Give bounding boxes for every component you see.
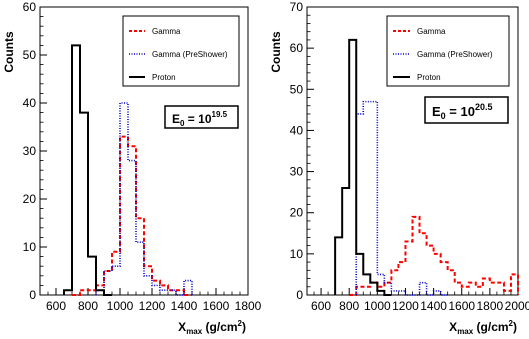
y-tick-label: 10 [23,240,37,254]
y-axis-label: Counts [2,31,16,73]
legend-label-gamma-preshower: Gamma (PreShower) [417,50,493,59]
y-tick-label: 50 [23,48,37,62]
annotation-box [164,105,239,129]
annotation-text: E0 = 1020.5 [432,102,493,121]
legend-label-gamma: Gamma [417,27,446,36]
x-axis-label: Xmax (g/cm2) [449,319,517,336]
histogram-gamma [349,215,519,296]
legend-box [122,15,240,87]
left-histogram-panel: 600 800 1000 1200 1400 1600 18000102030405060 … [2,0,262,336]
y-tick-label: 20 [290,206,304,220]
x-tick-label: 600 [46,299,66,313]
x-tick-label: 1600 [203,299,230,313]
annotation-text: E0 = 1019.5 [172,110,228,128]
legend-label-proton: Proton [417,73,441,82]
y-tick-label: 70 [290,0,304,14]
x-tick-label: 1800 [477,299,504,313]
series-layer [334,38,519,296]
energy-annotation: E0 = 1019.5 [164,105,239,129]
x-axis-label: Xmax (g/cm2) [178,319,246,336]
x-tick-label: 2000 [505,299,529,313]
x-tick-label: 1800 [235,299,262,313]
y-tick-label: 30 [23,144,37,158]
y-axis-label: Counts [269,31,283,73]
histogram-gamma [72,135,192,296]
legend-label-proton: Proton [152,73,176,82]
legend-label-gamma-preshower: Gamma (PreShower) [152,50,228,59]
legend: Gamma Gamma (PreShower) Proton [122,15,240,87]
x-tick-label: 1200 [139,299,166,313]
x-tick-label: 800 [78,299,98,313]
right-histogram-panel: 600 800 1000 1200 1400 1600 1800 2000 0 10 20 30 40 5… [269,0,529,336]
legend-box [386,15,510,87]
y-tick-label: 60 [290,41,304,55]
axes: 600 800 1000 1200 1400 1600 1800 2000 0 10 20 30 40 5… [290,0,529,313]
x-tick-label: 1200 [392,299,419,313]
x-tick-label: 1000 [364,299,391,313]
annotation-box [424,96,509,124]
x-tick-label: 600 [311,299,331,313]
y-tick-label: 10 [290,247,304,261]
y-tick-label: 0 [29,288,36,302]
x-tick-label: 1400 [171,299,198,313]
energy-annotation: E0 = 1020.5 [424,96,509,124]
histogram-gamma-preshower [355,100,448,296]
x-tick-label: 1400 [420,299,447,313]
series-layer [63,44,193,296]
y-tick-label: 50 [290,82,304,96]
x-tick-label: 800 [339,299,359,313]
histogram-gamma-preshower [95,102,193,296]
y-tick-label: 60 [23,0,37,14]
histogram-proton [334,38,392,296]
histogram-proton [63,44,112,296]
legend-label-gamma: Gamma [152,27,181,36]
y-tick-label: 40 [23,96,37,110]
y-tick-label: 40 [290,123,304,137]
x-tick-label: 1000 [107,299,134,313]
x-tick-label: 1600 [448,299,475,313]
y-tick-label: 20 [23,192,37,206]
y-tick-label: 0 [296,288,303,302]
y-tick-label: 30 [290,165,304,179]
legend: Gamma Gamma (PreShower) Proton [386,15,510,87]
